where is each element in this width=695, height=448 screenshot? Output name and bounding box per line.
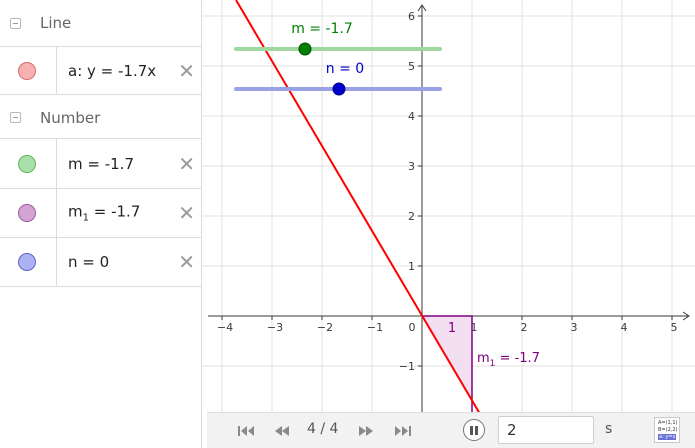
y-tick-label: 4 bbox=[408, 110, 415, 123]
pause-button[interactable] bbox=[463, 419, 485, 441]
slider-m-handle[interactable] bbox=[298, 42, 312, 56]
delete-icon[interactable]: ✕ bbox=[178, 58, 195, 83]
algebra-item-line-a[interactable]: a: y = -1.7x ✕ bbox=[0, 46, 201, 94]
slope-label[interactable]: m1 = -1.7 bbox=[477, 351, 540, 369]
step-forward-icon[interactable] bbox=[358, 425, 374, 437]
category-line-header[interactable]: Line bbox=[0, 0, 201, 46]
visibility-toggle-icon[interactable] bbox=[18, 253, 36, 271]
algebra-item-m[interactable]: m = -1.7 ✕ bbox=[0, 138, 201, 188]
collapse-icon[interactable] bbox=[10, 112, 21, 123]
x-tick-label: −1 bbox=[367, 321, 383, 334]
y-tick-label: 2 bbox=[408, 210, 415, 223]
algebra-view: Line a: y = -1.7x ✕ Number m = -1.7 ✕ m1… bbox=[0, 0, 202, 448]
delete-icon[interactable]: ✕ bbox=[178, 201, 195, 225]
x-tick-label: 2 bbox=[521, 321, 528, 334]
input-bar-icon-line: B=(2,2) bbox=[658, 427, 678, 433]
grid-lines bbox=[202, 0, 695, 412]
algebra-item-expression[interactable]: a: y = -1.7x bbox=[68, 61, 157, 80]
animation-toolbar: 4 / 4 s A=(1,1) B=(2,2) a: y=x bbox=[207, 412, 695, 448]
slope-run-label: 1 bbox=[448, 321, 456, 336]
delete-icon[interactable]: ✕ bbox=[178, 151, 195, 176]
slope-triangle-edges bbox=[422, 315, 473, 412]
slider-n-handle[interactable] bbox=[332, 82, 346, 96]
visibility-toggle-icon[interactable] bbox=[18, 154, 36, 173]
x-tick-label: 4 bbox=[621, 321, 628, 334]
input-bar-toggle-button[interactable]: A=(1,1) B=(2,2) a: y=x bbox=[654, 417, 680, 443]
graphics-view[interactable]: −4 −3 −2 −1 0 1 2 3 4 5 6 5 4 3 2 1 −1 bbox=[202, 0, 695, 448]
y-tick-label: 6 bbox=[408, 10, 415, 23]
slider-n-label: n = 0 bbox=[326, 61, 364, 77]
category-label: Number bbox=[40, 108, 101, 127]
algebra-item-expression[interactable]: n = 0 bbox=[68, 253, 110, 271]
algebra-item-expression[interactable]: m1 = -1.7 bbox=[68, 202, 141, 224]
x-tick-label: −4 bbox=[217, 321, 233, 334]
y-tick-label: −1 bbox=[399, 360, 415, 373]
line-a[interactable] bbox=[235, 0, 480, 414]
animation-speed-input[interactable] bbox=[498, 416, 594, 444]
x-tick-label: 5 bbox=[671, 321, 678, 334]
category-label: Line bbox=[40, 14, 72, 32]
algebra-item-n[interactable]: n = 0 ✕ bbox=[0, 237, 201, 287]
input-bar-icon-line: A=(1,1) bbox=[658, 420, 678, 426]
slider-m-label: m = -1.7 bbox=[291, 21, 353, 37]
skip-last-icon[interactable] bbox=[394, 425, 412, 437]
collapse-icon[interactable] bbox=[10, 17, 21, 29]
algebra-item-expression[interactable]: m = -1.7 bbox=[68, 154, 134, 173]
step-counter: 4 / 4 bbox=[307, 421, 339, 437]
y-tick-label: 3 bbox=[408, 160, 415, 173]
visibility-toggle-icon[interactable] bbox=[18, 204, 36, 222]
speed-unit-label: s bbox=[605, 421, 613, 437]
algebra-item-m1[interactable]: m1 = -1.7 ✕ bbox=[0, 188, 201, 237]
delete-icon[interactable]: ✕ bbox=[178, 250, 195, 274]
visibility-toggle-icon[interactable] bbox=[18, 61, 36, 80]
skip-first-icon[interactable] bbox=[237, 425, 255, 437]
x-tick-label: 1 bbox=[471, 321, 478, 334]
y-tick-label: 5 bbox=[408, 60, 415, 73]
x-tick-label: −2 bbox=[317, 321, 333, 334]
y-tick-label: 1 bbox=[408, 260, 415, 273]
input-bar-icon-line: a: y=x bbox=[658, 434, 677, 440]
x-tick-label: 3 bbox=[571, 321, 578, 334]
x-tick-label: 0 bbox=[409, 321, 416, 334]
category-number-header[interactable]: Number bbox=[0, 94, 201, 140]
step-back-icon[interactable] bbox=[274, 425, 290, 437]
x-tick-label: −3 bbox=[267, 321, 283, 334]
